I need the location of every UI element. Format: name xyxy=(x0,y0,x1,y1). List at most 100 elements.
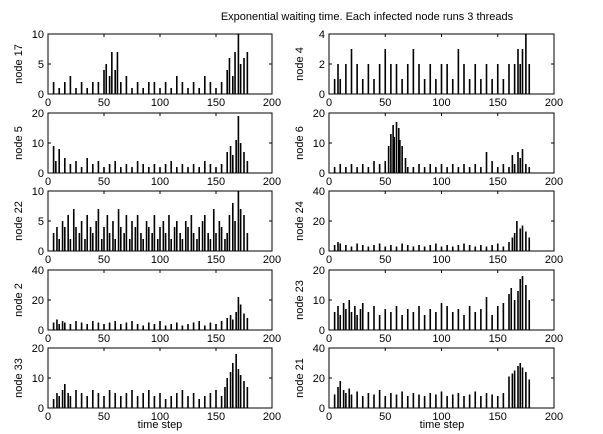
bar xyxy=(508,294,510,330)
bar xyxy=(86,215,88,251)
subplot: 0 50 100 150 200 0 20 40 node 24 xyxy=(294,186,563,266)
bar xyxy=(502,393,505,408)
bar xyxy=(412,167,415,173)
bar xyxy=(508,376,510,408)
bar xyxy=(491,394,493,408)
bar xyxy=(339,381,342,408)
x-tick-label: 100 xyxy=(432,254,450,266)
bar xyxy=(148,390,150,408)
bar xyxy=(440,164,443,173)
bar xyxy=(235,312,237,330)
bar xyxy=(56,319,58,330)
bar xyxy=(239,304,242,330)
bar xyxy=(179,233,181,251)
bar xyxy=(80,393,83,408)
x-tick-label: 150 xyxy=(207,254,225,266)
bar xyxy=(142,239,144,251)
bar xyxy=(125,164,128,173)
bar xyxy=(337,64,339,94)
bar xyxy=(123,233,125,251)
bar xyxy=(237,369,240,408)
bar xyxy=(86,88,88,94)
x-tick-label: 0 xyxy=(326,411,332,423)
bar xyxy=(92,321,94,330)
bar xyxy=(345,167,347,173)
bar xyxy=(198,167,200,173)
bar xyxy=(440,391,443,408)
bar xyxy=(145,221,148,251)
bar xyxy=(399,140,401,173)
bar xyxy=(378,315,381,330)
bar xyxy=(339,243,342,251)
bar xyxy=(192,164,195,173)
bar xyxy=(339,79,342,94)
bar xyxy=(474,312,477,330)
bar xyxy=(95,221,97,251)
bar xyxy=(423,79,426,94)
bar xyxy=(246,387,249,408)
x-tick-label: 0 xyxy=(45,97,51,109)
bar xyxy=(528,167,531,173)
bar xyxy=(521,276,524,330)
bar xyxy=(367,393,370,408)
bar xyxy=(513,300,516,330)
bar xyxy=(451,312,454,330)
y-tick-label: 20 xyxy=(313,373,325,385)
x-tick-label: 150 xyxy=(489,333,507,345)
x-tick-label: 150 xyxy=(207,176,225,188)
bar xyxy=(86,396,88,408)
bar xyxy=(373,394,375,408)
bar xyxy=(204,161,206,173)
bar xyxy=(348,388,351,408)
bar xyxy=(243,152,245,173)
bar xyxy=(342,303,345,330)
bar xyxy=(390,393,392,408)
bar xyxy=(474,164,477,173)
x-tick-label: 200 xyxy=(545,176,563,188)
bar xyxy=(237,191,240,251)
bar xyxy=(451,246,454,251)
y-tick-label: 2 xyxy=(319,59,325,71)
bar xyxy=(209,239,212,251)
bar xyxy=(97,209,100,251)
bar xyxy=(496,64,499,94)
x-tick-label: 50 xyxy=(379,411,391,423)
bar xyxy=(187,167,189,173)
bar xyxy=(61,321,64,330)
x-tick-label: 0 xyxy=(45,254,51,266)
x-tick-label: 150 xyxy=(489,97,507,109)
bar xyxy=(511,237,514,251)
bar xyxy=(480,396,482,408)
bar xyxy=(69,164,72,173)
x-tick-label: 0 xyxy=(326,333,332,345)
subplot: 0 50 100 150 200 0 5 10 node 17 xyxy=(13,29,281,109)
bar xyxy=(67,393,69,408)
bar xyxy=(384,49,387,94)
bar xyxy=(404,158,407,173)
bar xyxy=(356,243,358,251)
bar xyxy=(333,167,336,173)
bar xyxy=(198,399,200,408)
bar xyxy=(120,227,122,251)
x-tick-label: 0 xyxy=(45,333,51,345)
bar xyxy=(513,370,516,408)
bar xyxy=(474,391,477,408)
bar xyxy=(58,396,60,408)
bar xyxy=(350,49,353,94)
bar xyxy=(412,393,415,408)
bar xyxy=(528,300,531,330)
bar xyxy=(480,79,482,94)
bar xyxy=(226,378,228,408)
x-tick-label: 50 xyxy=(98,97,110,109)
bar xyxy=(125,322,128,330)
bar xyxy=(395,122,398,173)
bar xyxy=(429,393,432,408)
bar xyxy=(220,321,223,330)
bar xyxy=(339,164,342,173)
bar xyxy=(491,315,493,330)
bar xyxy=(226,152,228,173)
y-axis-label: node 2 xyxy=(13,283,25,317)
x-tick-label: 100 xyxy=(151,176,169,188)
bar xyxy=(412,312,415,330)
bar xyxy=(153,396,156,408)
